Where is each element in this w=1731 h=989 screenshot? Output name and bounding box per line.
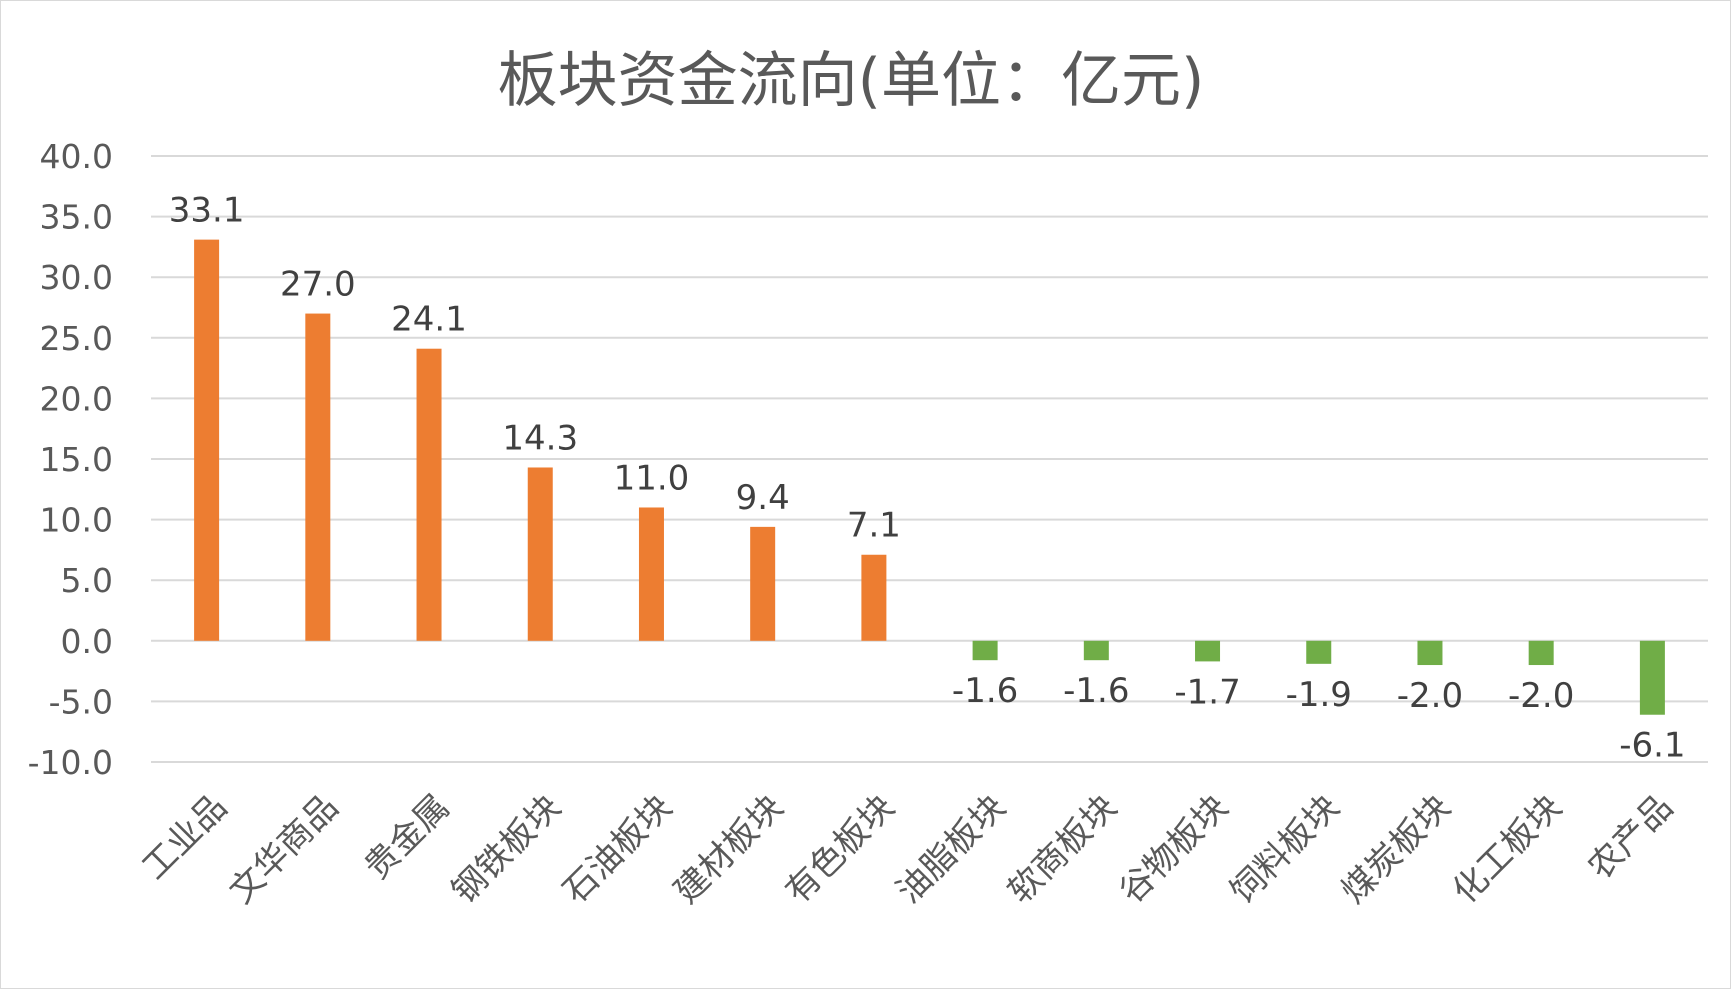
x-tick-label: 化工板块 — [1445, 787, 1569, 911]
bar — [1528, 640, 1554, 666]
bar — [527, 467, 553, 641]
y-tick-label: 40.0 — [40, 137, 113, 176]
x-tick-label: 石油板块 — [555, 787, 679, 911]
x-tick-label: 油脂板块 — [889, 787, 1013, 911]
data-label: 33.1 — [169, 191, 245, 231]
y-tick-label: 20.0 — [40, 379, 113, 418]
bar — [972, 640, 998, 661]
y-tick-label: 10.0 — [40, 501, 113, 540]
y-axis-ticks: 40.0 35.0 30.0 25.0 20.0 15.0 10.0 5.0 0.0 -5.0 -1… — [28, 137, 113, 782]
data-labels: 33.1 27.0 24.1 14.3 11.0 9.4 7.1 -1.6 -1.6 -1.7 -1… — [169, 191, 1686, 766]
y-tick-label: 30.0 — [40, 258, 113, 297]
y-tick-label: 35.0 — [40, 198, 113, 237]
data-label: -2.0 — [1397, 676, 1463, 716]
x-tick-label: 软商板块 — [1000, 787, 1124, 911]
y-tick-label: 15.0 — [40, 440, 113, 479]
data-label: -1.9 — [1286, 675, 1352, 715]
bar — [1417, 640, 1443, 666]
bars — [194, 239, 1665, 715]
x-tick-label: 建材板块 — [667, 787, 791, 911]
x-tick-label: 文华商品 — [222, 787, 346, 911]
x-tick-label: 有色板块 — [778, 787, 902, 911]
chart-title: 板块资金流向(单位：亿元) — [498, 46, 1205, 116]
bar — [750, 526, 776, 641]
data-label: -1.6 — [1063, 671, 1129, 711]
data-label: 14.3 — [502, 418, 578, 458]
data-label: -2.0 — [1508, 676, 1574, 716]
y-tick-label: 25.0 — [40, 319, 113, 358]
x-tick-label: 农产品 — [1580, 787, 1680, 887]
y-tick-label: -10.0 — [28, 743, 113, 782]
bar — [1195, 640, 1221, 662]
x-tick-label: 谷物板块 — [1111, 787, 1235, 911]
bar — [305, 313, 331, 641]
y-tick-label: -5.0 — [49, 682, 113, 721]
data-label: -1.6 — [952, 671, 1018, 711]
bar — [194, 239, 220, 641]
data-label: 7.1 — [847, 506, 901, 546]
y-tick-label: 5.0 — [61, 561, 113, 600]
data-label: 9.4 — [736, 478, 790, 518]
x-tick-label: 煤炭板块 — [1334, 787, 1458, 911]
bar — [861, 554, 887, 641]
bar — [416, 348, 442, 641]
bar — [1639, 640, 1665, 715]
gridlines — [151, 155, 1708, 763]
y-tick-label: 0.0 — [61, 622, 113, 661]
data-label: 24.1 — [391, 300, 467, 340]
x-tick-label: 钢铁板块 — [444, 787, 568, 911]
data-label: -6.1 — [1619, 726, 1685, 766]
bar — [1306, 640, 1332, 664]
x-tick-label: 工业品 — [135, 787, 235, 887]
data-label: 27.0 — [280, 265, 356, 305]
data-label: 11.0 — [614, 458, 690, 498]
data-label: -1.7 — [1174, 672, 1240, 712]
bar — [638, 507, 664, 641]
bar — [1083, 640, 1109, 661]
x-tick-label: 贵金属 — [357, 787, 457, 887]
x-tick-label: 饲料板块 — [1223, 787, 1347, 911]
